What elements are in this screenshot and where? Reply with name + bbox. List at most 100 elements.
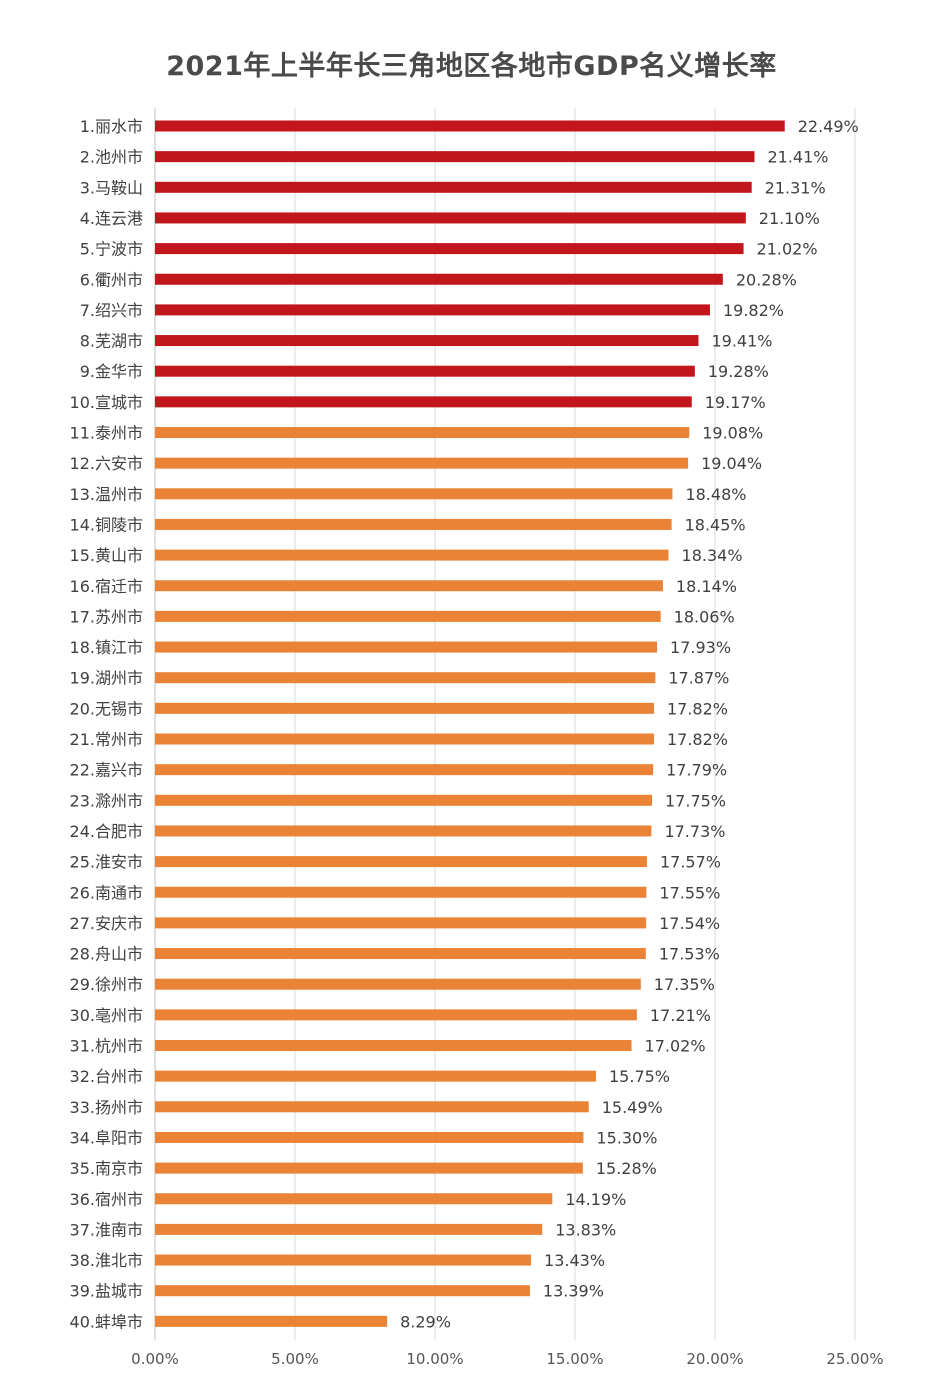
data-label: 21.31% <box>765 178 826 197</box>
category-label: 6.衢州市 <box>80 270 143 289</box>
category-label: 29.徐州市 <box>70 975 143 994</box>
x-tick-label: 25.00% <box>826 1350 883 1368</box>
data-label: 19.28% <box>708 362 769 381</box>
bar <box>155 365 695 377</box>
data-label: 15.28% <box>596 1159 657 1178</box>
category-label: 24.合肥市 <box>70 822 143 841</box>
data-label: 17.82% <box>667 699 728 718</box>
category-label: 10.宣城市 <box>70 393 143 412</box>
data-label: 19.41% <box>711 332 772 351</box>
bar <box>155 702 654 714</box>
bar <box>155 1009 637 1021</box>
x-tick-label: 15.00% <box>546 1350 603 1368</box>
category-label: 22.嘉兴市 <box>70 761 143 780</box>
category-label: 21.常州市 <box>70 730 143 749</box>
data-label: 17.55% <box>659 883 720 902</box>
data-label: 18.45% <box>685 515 746 534</box>
data-label: 17.87% <box>668 669 729 688</box>
data-label: 20.28% <box>736 270 797 289</box>
data-label: 18.48% <box>685 485 746 504</box>
bar <box>155 181 752 193</box>
bar <box>155 672 656 684</box>
category-label: 19.湖州市 <box>70 669 143 688</box>
category-label: 25.淮安市 <box>70 853 143 872</box>
category-label: 3.马鞍山 <box>80 178 143 197</box>
category-label: 14.铜陵市 <box>70 515 143 534</box>
bar <box>155 856 647 868</box>
bar <box>155 641 658 653</box>
bar <box>155 151 755 163</box>
category-label: 30.亳州市 <box>70 1006 143 1025</box>
bar <box>155 1101 589 1113</box>
bar <box>155 580 663 592</box>
data-label: 17.53% <box>659 945 720 964</box>
bar <box>155 304 710 316</box>
category-label: 4.连云港 <box>80 209 143 228</box>
bar <box>155 1070 596 1082</box>
data-label: 17.54% <box>659 914 720 933</box>
data-label: 13.43% <box>544 1251 605 1270</box>
data-label: 17.57% <box>660 853 721 872</box>
bar <box>155 335 699 347</box>
category-label: 23.滁州市 <box>70 791 143 810</box>
x-tick-label: 20.00% <box>686 1350 743 1368</box>
data-label: 19.04% <box>701 454 762 473</box>
category-label: 11.泰州市 <box>70 424 143 443</box>
data-label: 15.30% <box>596 1128 657 1147</box>
category-label: 17.苏州市 <box>70 607 143 626</box>
category-label: 1.丽水市 <box>80 117 143 136</box>
bar <box>155 1254 532 1266</box>
bar <box>155 1162 583 1174</box>
data-label: 18.14% <box>676 577 737 596</box>
data-label: 17.79% <box>666 761 727 780</box>
category-label: 7.绍兴市 <box>80 301 143 320</box>
data-label: 17.93% <box>670 638 731 657</box>
data-label: 17.35% <box>654 975 715 994</box>
data-label: 13.83% <box>555 1220 616 1239</box>
bar <box>155 427 690 438</box>
bar <box>155 794 652 806</box>
bar <box>155 917 647 929</box>
category-label: 34.阜阳市 <box>70 1128 143 1147</box>
category-label: 18.镇江市 <box>70 638 143 657</box>
category-label: 9.金华市 <box>80 362 143 381</box>
bar <box>155 457 689 469</box>
category-label: 32.台州市 <box>70 1067 143 1086</box>
x-tick-label: 0.00% <box>131 1350 179 1368</box>
data-label: 18.06% <box>674 607 735 626</box>
category-label: 31.杭州市 <box>70 1037 143 1056</box>
bar <box>155 825 652 837</box>
data-label: 21.41% <box>767 148 828 167</box>
data-label: 17.21% <box>650 1006 711 1025</box>
bar <box>155 1040 632 1051</box>
bar <box>155 488 673 500</box>
category-label: 36.宿州市 <box>70 1190 143 1209</box>
category-label: 37.淮南市 <box>70 1220 143 1239</box>
category-label: 27.安庆市 <box>70 914 143 933</box>
data-label: 8.29% <box>400 1312 451 1331</box>
bar <box>155 273 723 285</box>
data-label: 19.08% <box>702 424 763 443</box>
bar <box>155 733 654 745</box>
bar <box>155 1223 543 1235</box>
bar <box>155 1315 388 1327</box>
data-label: 19.17% <box>705 393 766 412</box>
bar <box>155 610 661 622</box>
category-label: 15.黄山市 <box>70 546 143 565</box>
category-label: 12.六安市 <box>70 454 143 473</box>
bar <box>155 764 654 776</box>
data-label: 17.82% <box>667 730 728 749</box>
bar <box>155 243 744 255</box>
x-tick-label: 5.00% <box>271 1350 319 1368</box>
category-label: 8.芜湖市 <box>80 332 143 351</box>
data-label: 19.82% <box>723 301 784 320</box>
bar <box>155 396 692 408</box>
category-label: 35.南京市 <box>70 1159 143 1178</box>
category-label: 38.淮北市 <box>70 1251 143 1270</box>
data-label: 18.34% <box>682 546 743 565</box>
bar <box>155 1193 553 1205</box>
data-label: 15.49% <box>602 1098 663 1117</box>
category-label: 39.盐城市 <box>70 1282 143 1301</box>
bar <box>155 549 669 561</box>
